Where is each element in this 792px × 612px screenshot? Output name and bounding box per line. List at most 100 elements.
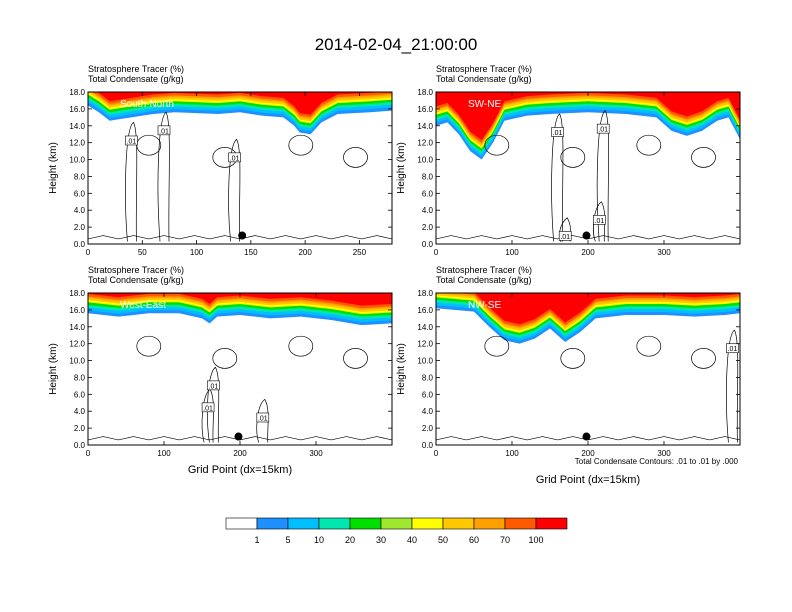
contour-label: .01 <box>209 383 219 390</box>
contour-label: .01 <box>203 405 213 412</box>
contour-label-box <box>593 215 606 225</box>
panel-header-tracer: Stratosphere Tracer (%) <box>88 265 184 275</box>
location-marker <box>582 432 591 441</box>
panel-header-tracer: Stratosphere Tracer (%) <box>88 64 184 74</box>
x-tick-label: 0 <box>434 248 439 257</box>
contour-label-box <box>125 135 138 146</box>
y-axis-label: Height (km) <box>396 343 407 395</box>
contour-label: .01 <box>258 415 268 422</box>
y-tick-label: 8.0 <box>74 172 86 181</box>
colorbar-label: 60 <box>469 535 479 545</box>
contour-label-box <box>256 412 270 423</box>
convective-contour <box>207 366 220 443</box>
plot-frame <box>87 91 393 245</box>
footnote: Total Condensate Contours: .01 to .01 by… <box>575 457 739 466</box>
convective-contour <box>125 121 138 242</box>
cloud-contour <box>636 335 662 357</box>
y-tick-label: 16.0 <box>69 306 85 315</box>
colorbar-swatch <box>473 517 506 530</box>
x-tick-label: 0 <box>86 449 91 458</box>
y-tick-label: 8.0 <box>422 373 434 382</box>
x-tick-label: 200 <box>298 248 312 257</box>
cloud-contour <box>343 147 368 168</box>
y-tick-label: 6.0 <box>74 189 86 198</box>
surface-contour <box>436 235 740 241</box>
colorbar-swatch <box>380 517 413 530</box>
y-tick-label: 0.0 <box>422 441 434 450</box>
tracer-band-9 <box>436 92 740 141</box>
colorbar-label: 10 <box>314 535 324 545</box>
tracer-field <box>436 92 740 160</box>
location-marker <box>238 231 247 240</box>
y-tick-label: 10.0 <box>69 357 85 366</box>
cloud-contour <box>560 348 586 369</box>
x-tick-label: 150 <box>244 248 258 257</box>
y-tick-label: 2.0 <box>422 424 434 433</box>
colorbar-swatch <box>442 517 475 530</box>
contour-label-box <box>726 343 739 354</box>
y-tick-label: 2.0 <box>422 223 434 232</box>
colorbar-swatch <box>411 517 444 530</box>
y-tick-label: 14.0 <box>417 122 433 131</box>
colorbar-swatch <box>287 517 320 530</box>
y-tick-label: 12.0 <box>69 340 85 349</box>
colorbar-swatch <box>504 517 537 530</box>
panel-1: Stratosphere Tracer (%)Total Condensate … <box>48 64 393 257</box>
panel-2: Stratosphere Tracer (%)Total Condensate … <box>396 64 741 257</box>
x-axis-label: Grid Point (dx=15km) <box>188 464 292 476</box>
y-axis-label: Height (km) <box>48 142 59 194</box>
y-tick-label: 4.0 <box>74 407 86 416</box>
convective-contour <box>157 111 170 242</box>
y-tick-label: 18.0 <box>417 88 433 97</box>
y-tick-label: 12.0 <box>69 139 85 148</box>
x-tick-label: 100 <box>190 248 204 257</box>
contour-label-box <box>157 125 171 136</box>
x-tick-label: 300 <box>309 449 323 458</box>
panel-label: West-East <box>120 300 166 311</box>
y-tick-label: 18.0 <box>69 88 85 97</box>
y-tick-label: 14.0 <box>69 323 85 332</box>
y-tick-label: 6.0 <box>422 390 434 399</box>
y-tick-label: 6.0 <box>422 189 434 198</box>
cloud-contour <box>288 134 314 156</box>
x-tick-label: 250 <box>353 248 367 257</box>
colorbar-swatch <box>349 517 382 530</box>
y-tick-label: 18.0 <box>69 289 85 298</box>
colorbar-swatch <box>256 517 289 530</box>
y-tick-label: 0.0 <box>74 240 86 249</box>
figure-title: 2014-02-04_21:00:00 <box>315 35 478 54</box>
y-tick-label: 8.0 <box>422 172 434 181</box>
y-tick-label: 4.0 <box>422 206 434 215</box>
cloud-contour <box>343 348 368 369</box>
cloud-contour <box>484 134 510 156</box>
location-marker <box>582 231 591 240</box>
x-tick-label: 200 <box>233 449 247 458</box>
convective-contour <box>256 398 269 443</box>
contour-label: .01 <box>159 128 169 135</box>
convective-contour <box>593 201 606 242</box>
tracer-band-8 <box>436 92 740 143</box>
colorbar: 1 5 10 20 30 40 50 60 70 100 <box>225 517 568 545</box>
y-tick-label: 16.0 <box>417 105 433 114</box>
y-tick-label: 8.0 <box>74 373 86 382</box>
condensate-contours <box>436 329 740 443</box>
y-axis-label: Height (km) <box>48 343 59 395</box>
x-tick-label: 300 <box>657 449 671 458</box>
colorbar-label: 5 <box>285 535 290 545</box>
y-tick-label: 6.0 <box>74 390 86 399</box>
cloud-contour <box>136 335 162 357</box>
tracer-field <box>88 92 392 135</box>
y-tick-label: 10.0 <box>417 357 433 366</box>
contour-label-box <box>228 152 241 163</box>
colorbar-swatch <box>225 517 258 530</box>
y-tick-label: 2.0 <box>74 223 86 232</box>
cloud-contour <box>560 147 586 168</box>
contour-label-box <box>207 380 220 391</box>
contour-label: .01 <box>230 155 240 162</box>
colorbar-label: 40 <box>407 535 417 545</box>
colorbar-swatch <box>318 517 351 530</box>
convective-contour <box>551 113 564 242</box>
colorbar-label: 20 <box>345 535 355 545</box>
y-tick-label: 2.0 <box>74 424 86 433</box>
